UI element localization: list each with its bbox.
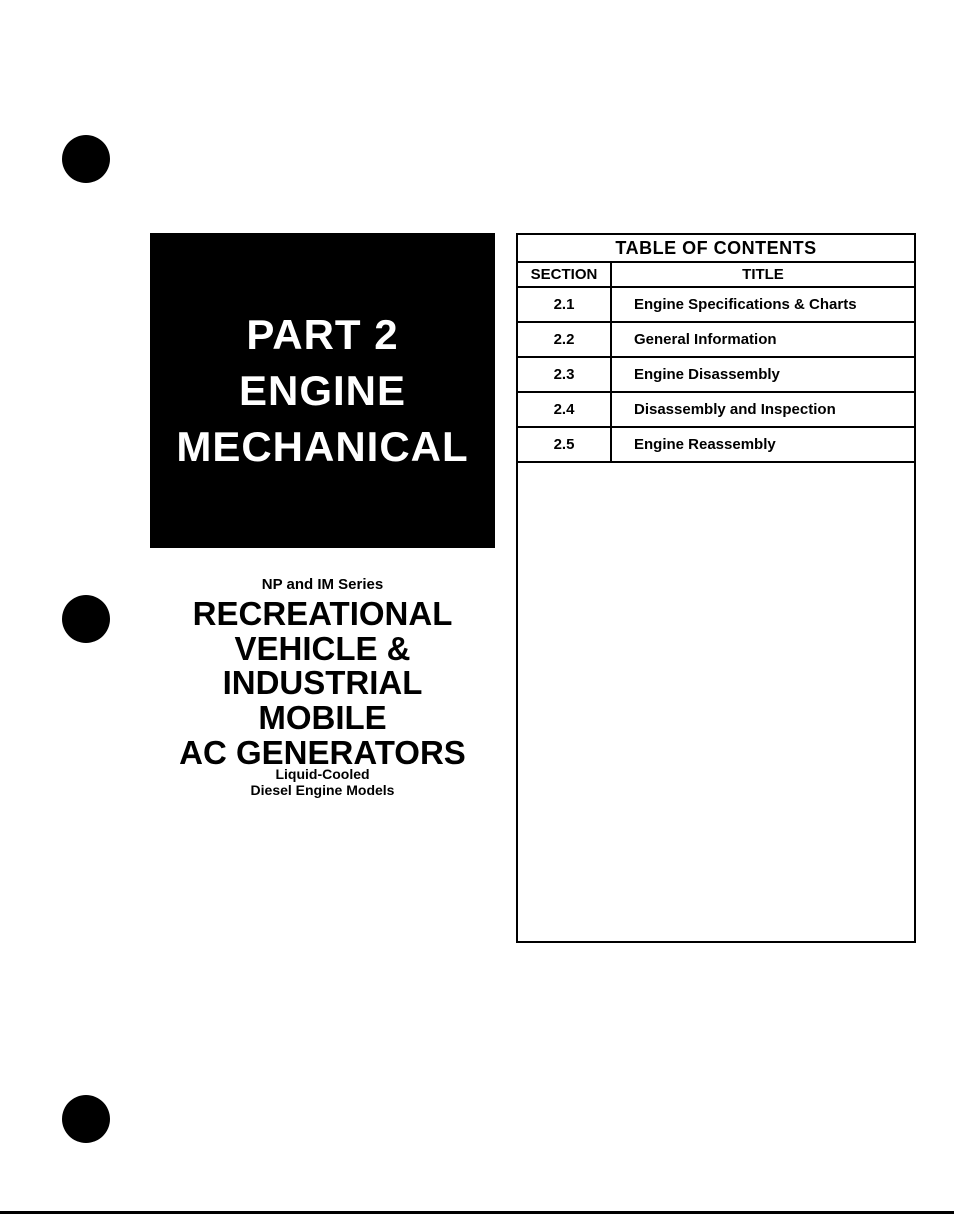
binder-hole-icon <box>62 1095 110 1143</box>
product-title-line: VEHICLE & <box>150 632 495 667</box>
binder-hole-icon <box>62 135 110 183</box>
product-title-line: INDUSTRIAL <box>150 666 495 701</box>
table-row: 2.5 Engine Reassembly <box>518 428 914 463</box>
part-title-line: MECHANICAL <box>176 423 468 471</box>
table-of-contents: TABLE OF CONTENTS SECTION TITLE 2.1 Engi… <box>516 233 916 943</box>
toc-col-section: SECTION <box>518 263 612 286</box>
table-row: 2.4 Disassembly and Inspection <box>518 393 914 428</box>
toc-heading: TABLE OF CONTENTS <box>518 235 914 263</box>
series-label: NP and IM Series <box>150 576 495 593</box>
table-row: 2.2 General Information <box>518 323 914 358</box>
toc-section-title: Engine Reassembly <box>612 428 914 461</box>
part-title-line: ENGINE <box>239 367 406 415</box>
left-column: PART 2 ENGINE MECHANICAL NP and IM Serie… <box>150 233 495 798</box>
page: PART 2 ENGINE MECHANICAL NP and IM Serie… <box>0 0 954 1232</box>
toc-section-number: 2.1 <box>518 288 612 321</box>
toc-section-number: 2.4 <box>518 393 612 426</box>
toc-section-title: General Information <box>612 323 914 356</box>
product-subtitle: Diesel Engine Models <box>150 782 495 798</box>
toc-header-row: SECTION TITLE <box>518 263 914 288</box>
toc-section-number: 2.5 <box>518 428 612 461</box>
binder-hole-icon <box>62 595 110 643</box>
part-title-line: PART 2 <box>246 311 398 359</box>
toc-col-title: TITLE <box>612 263 914 286</box>
product-title-line: MOBILE <box>150 701 495 736</box>
table-row: 2.1 Engine Specifications & Charts <box>518 288 914 323</box>
product-title-line: AC GENERATORS <box>150 736 495 771</box>
toc-section-title: Engine Disassembly <box>612 358 914 391</box>
product-title-line: RECREATIONAL <box>150 597 495 632</box>
table-row: 2.3 Engine Disassembly <box>518 358 914 393</box>
toc-section-number: 2.2 <box>518 323 612 356</box>
footer-rule <box>0 1211 954 1214</box>
toc-section-title: Engine Specifications & Charts <box>612 288 914 321</box>
toc-section-number: 2.3 <box>518 358 612 391</box>
part-title-box: PART 2 ENGINE MECHANICAL <box>150 233 495 548</box>
toc-section-title: Disassembly and Inspection <box>612 393 914 426</box>
product-title: RECREATIONAL VEHICLE & INDUSTRIAL MOBILE… <box>150 597 495 770</box>
